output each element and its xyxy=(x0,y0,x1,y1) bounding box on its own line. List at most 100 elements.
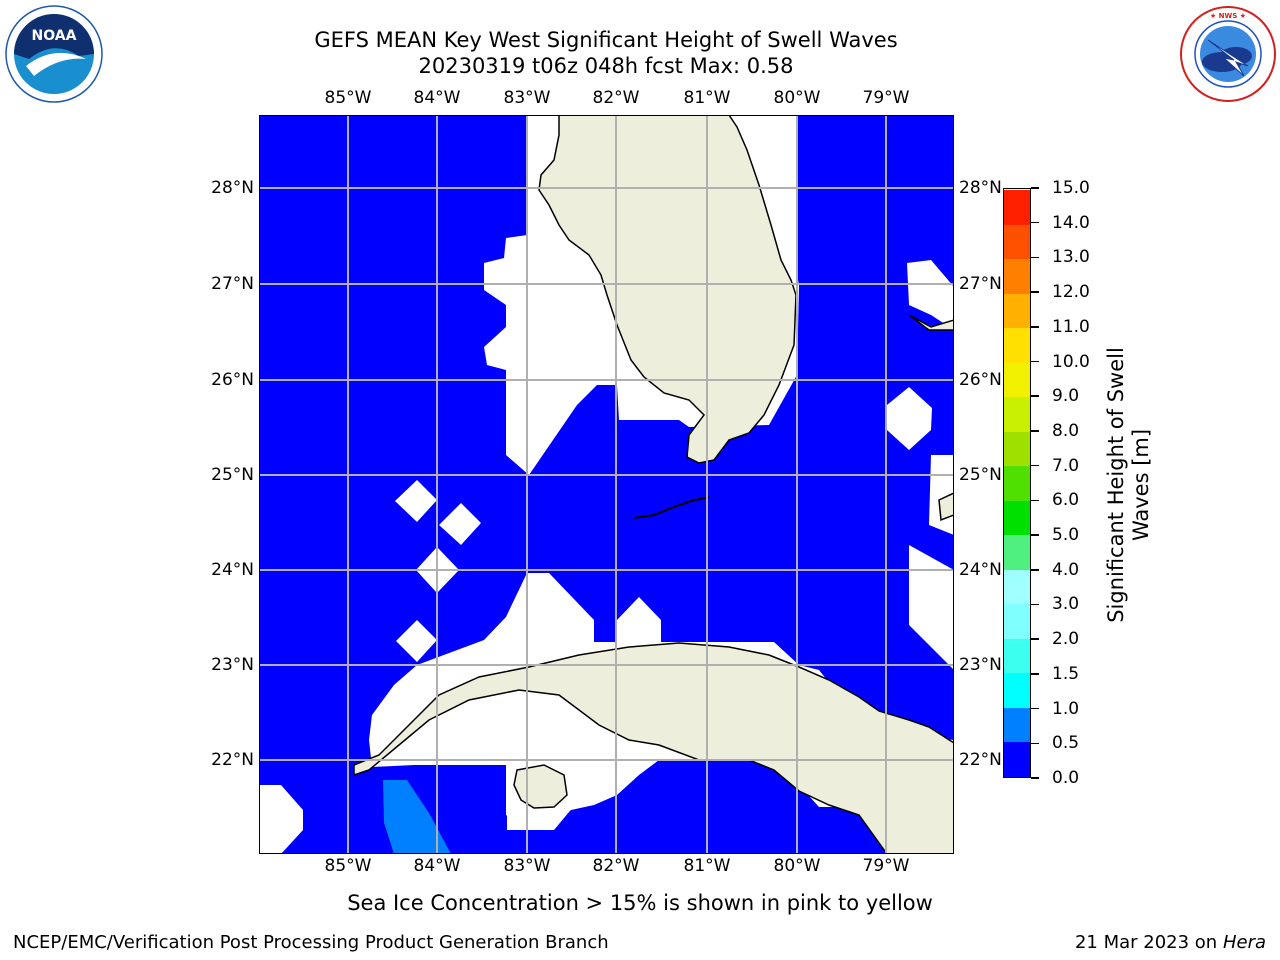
lon-label-bottom: 80°W xyxy=(773,856,821,876)
colorbar-segment xyxy=(1004,707,1030,743)
lat-label-left: 28°N xyxy=(211,178,254,198)
lon-label-top: 83°W xyxy=(503,88,551,108)
lat-label-right: 24°N xyxy=(959,560,1002,580)
grand-bahama-land xyxy=(908,314,954,331)
credit-text: NCEP/EMC/Verification Post Processing Pr… xyxy=(13,932,609,953)
colorbar-tick xyxy=(1031,291,1039,293)
lon-label-top: 80°W xyxy=(773,88,821,108)
lat-label-right: 25°N xyxy=(959,465,1002,485)
colorbar-tick xyxy=(1031,638,1039,640)
colorbar-tick-label: 0.0 xyxy=(1052,768,1080,788)
colorbar-tick-label: 15.0 xyxy=(1052,178,1090,198)
colorbar-title-line: Significant Height of Swell Waves [m] xyxy=(1104,347,1154,623)
colorbar-tick-label: 12.0 xyxy=(1052,282,1090,303)
colorbar-segment xyxy=(1004,569,1030,605)
lat-label-left: 24°N xyxy=(211,560,254,580)
lat-label-left: 23°N xyxy=(211,655,254,675)
colorbar-tick-label: 4.0 xyxy=(1052,559,1080,580)
colorbar-tick-label: 8.0 xyxy=(1052,420,1080,441)
colorbar-segment xyxy=(1004,431,1030,467)
lon-label-top: 79°W xyxy=(862,88,910,108)
lon-label-bottom: 83°W xyxy=(503,856,551,876)
lat-label-right: 28°N xyxy=(959,178,1002,198)
florida-keys xyxy=(633,496,710,519)
lon-label-bottom: 81°W xyxy=(683,856,731,876)
date-text: 21 Mar 2023 on Hera xyxy=(1075,932,1266,953)
swell-patch xyxy=(383,780,451,854)
colorbar-tick xyxy=(1031,742,1039,745)
colorbar-segment xyxy=(1004,638,1030,674)
colorbar-tick-label: 1.5 xyxy=(1052,663,1080,684)
colorbar-segment xyxy=(1004,603,1030,639)
colorbar-segment xyxy=(1004,741,1030,777)
colorbar-tick xyxy=(1031,499,1039,502)
lon-label-top: 82°W xyxy=(592,88,640,108)
colorbar-tick-label: 13.0 xyxy=(1052,247,1090,268)
colorbar-tick-label: 10.0 xyxy=(1052,351,1090,372)
lat-label-right: 23°N xyxy=(959,655,1002,675)
lat-label-right: 22°N xyxy=(959,750,1002,770)
colorbar-segment xyxy=(1004,672,1030,708)
colorbar-segment xyxy=(1004,362,1030,398)
noaa-logo-text: NOAA xyxy=(32,28,77,44)
colorbar-tick xyxy=(1031,430,1039,432)
lon-label-bottom: 84°W xyxy=(413,856,461,876)
cuba-land xyxy=(353,642,954,854)
colorbar-tick-label: 1.0 xyxy=(1052,698,1080,719)
lat-label-right: 27°N xyxy=(959,274,1002,294)
map-subtitle: 20230319 t06z 048h fcst Max: 0.58 xyxy=(418,54,794,78)
colorbar-segment xyxy=(1004,224,1030,260)
colorbar-segment xyxy=(1004,500,1030,536)
colorbar-tick xyxy=(1031,326,1039,328)
noaa-logo: NOAA xyxy=(5,5,103,103)
lat-label-left: 27°N xyxy=(211,274,254,294)
colorbar-title-line2: Waves [m] xyxy=(1129,428,1153,542)
colorbar-tick xyxy=(1031,534,1039,536)
colorbar-tick xyxy=(1031,395,1039,397)
sea-ice-note: Sea Ice Concentration > 15% is shown in … xyxy=(347,891,933,915)
colorbar-tick-label: 3.0 xyxy=(1052,594,1080,615)
nws-logo: ★ NWS ★ xyxy=(1180,6,1276,102)
date-value: 21 Mar 2023 on xyxy=(1074,932,1218,953)
colorbar-tick-label: 7.0 xyxy=(1052,455,1080,476)
svg-text:★ NWS ★: ★ NWS ★ xyxy=(1210,12,1246,20)
lon-label-bottom: 85°W xyxy=(324,856,372,876)
colorbar-tick xyxy=(1031,187,1039,189)
lat-label-right: 26°N xyxy=(959,370,1002,390)
colorbar xyxy=(1003,188,1031,778)
colorbar-tick xyxy=(1031,603,1039,606)
florida-land xyxy=(538,115,797,464)
colorbar-tick-label: 0.5 xyxy=(1052,733,1080,754)
colorbar-tick xyxy=(1031,360,1039,363)
colorbar-tick xyxy=(1031,256,1039,259)
colorbar-segment xyxy=(1004,293,1030,329)
lat-label-left: 22°N xyxy=(211,750,254,770)
colorbar-segment xyxy=(1004,327,1030,363)
map-title: GEFS MEAN Key West Significant Height of… xyxy=(314,28,898,52)
colorbar-tick xyxy=(1031,673,1039,675)
andros-land xyxy=(938,492,954,522)
lat-label-left: 26°N xyxy=(211,370,254,390)
colorbar-tick xyxy=(1031,777,1039,779)
colorbar-tick xyxy=(1031,569,1039,571)
colorbar-tick xyxy=(1031,221,1039,224)
colorbar-segment xyxy=(1004,465,1030,501)
colorbar-segment xyxy=(1004,189,1030,225)
colorbar-tick-label: 11.0 xyxy=(1052,316,1090,337)
colorbar-tick-label: 9.0 xyxy=(1052,386,1080,407)
colorbar-tick-label: 6.0 xyxy=(1052,490,1080,511)
swell-height-map xyxy=(259,115,954,854)
machine-name: Hera xyxy=(1222,932,1266,953)
lon-label-top: 84°W xyxy=(413,88,461,108)
colorbar-segment xyxy=(1004,258,1030,294)
colorbar-tick xyxy=(1031,464,1039,467)
lat-label-left: 25°N xyxy=(211,465,254,485)
colorbar-segment xyxy=(1004,396,1030,432)
colorbar-title-line1: Significant Height of Swell xyxy=(1104,347,1128,623)
lon-label-bottom: 82°W xyxy=(592,856,640,876)
colorbar-tick xyxy=(1031,707,1039,710)
colorbar-segment xyxy=(1004,534,1030,570)
colorbar-tick-label: 2.0 xyxy=(1052,629,1080,650)
graticule xyxy=(259,115,954,854)
colorbar-title: Significant Height of Swell Waves [m] xyxy=(1104,347,1154,623)
